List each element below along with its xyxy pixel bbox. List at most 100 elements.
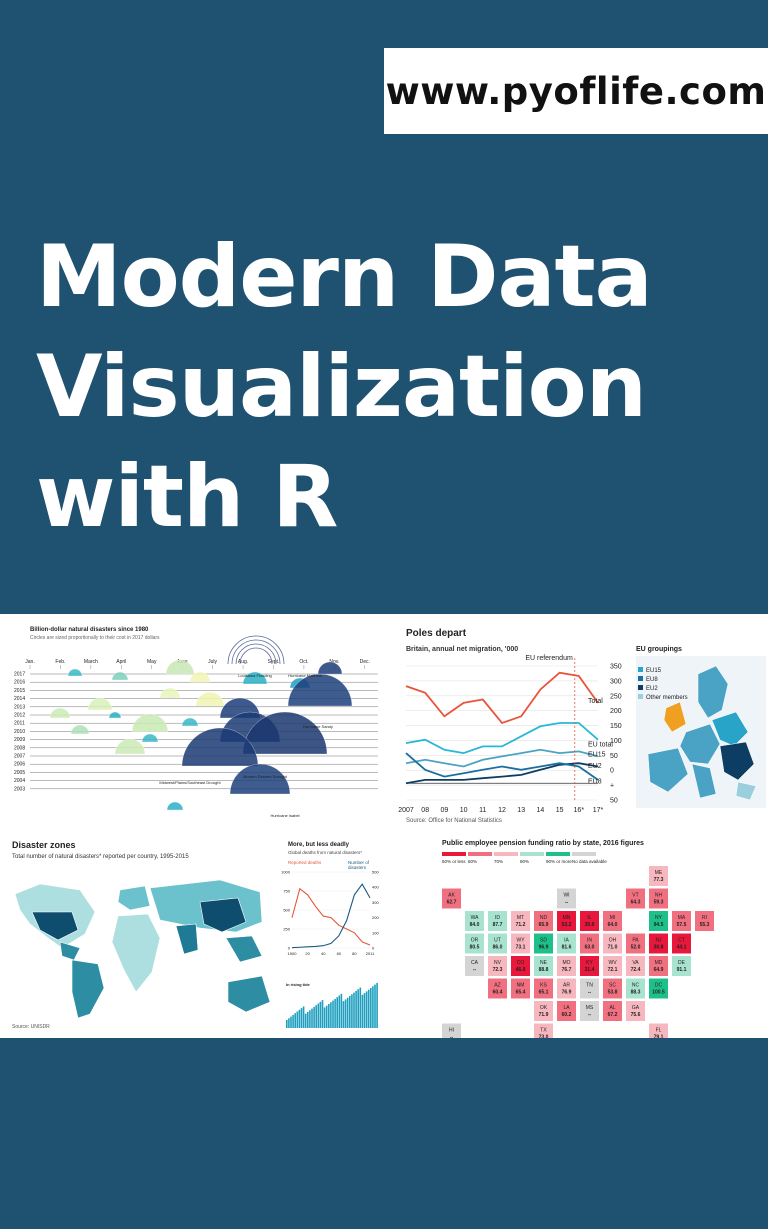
- year-label: 2003: [14, 786, 25, 792]
- state-code: OR: [471, 938, 479, 944]
- year-label: 2013: [14, 704, 25, 710]
- state-value: 96.9: [539, 945, 549, 951]
- rising-tide-title: In rising tide: [286, 982, 310, 987]
- state-code: DC: [655, 983, 663, 989]
- state-tile: [695, 911, 714, 931]
- state-tile: [603, 1001, 622, 1021]
- state-tile: [488, 933, 507, 954]
- disaster-bar: [376, 982, 378, 1028]
- month-label: Oct.: [299, 659, 308, 665]
- x-tick-label: 14: [537, 807, 545, 814]
- state-tile: [649, 866, 668, 886]
- disaster-bar: [304, 1013, 307, 1028]
- country-shape: [59, 941, 81, 961]
- disaster-bar: [321, 1000, 324, 1028]
- y-tick-label: 100: [610, 738, 622, 745]
- disaster-bubble: [242, 711, 328, 755]
- site-url[interactable]: www.pyoflife.com: [385, 69, 767, 113]
- year-label: 2004: [14, 778, 25, 784]
- x-tick-label: 11: [479, 807, 486, 814]
- state-code: CO: [517, 960, 525, 966]
- state-tile: [534, 933, 553, 954]
- event-label: Modern Eastern Drought: [243, 774, 288, 779]
- state-code: SC: [609, 983, 616, 989]
- y-tick-label: 300: [610, 678, 622, 685]
- disaster-bar: [302, 1006, 305, 1028]
- state-tile: [649, 978, 668, 999]
- disaster-bubble: [189, 671, 211, 683]
- year-label: 2010: [14, 729, 25, 735]
- state-tile: [557, 888, 576, 909]
- state-tile: [557, 933, 576, 954]
- state-tile: [626, 956, 645, 976]
- right-tick: 200: [372, 915, 379, 920]
- state-value: 60.4: [493, 990, 503, 996]
- y-tick-label: 200: [610, 708, 622, 715]
- panel-pension: Public employee pension funding ratio by…: [398, 832, 768, 1038]
- legend-swatch: [638, 685, 643, 690]
- disaster-bar: [307, 1012, 309, 1028]
- state-value: 75.6: [631, 1012, 641, 1018]
- disaster-bar: [294, 1013, 296, 1028]
- state-tile: [488, 956, 507, 976]
- disaster-bar: [319, 1001, 322, 1028]
- state-value: --: [450, 1035, 454, 1039]
- disaster-bar: [370, 988, 372, 1028]
- month-label: April: [116, 659, 126, 665]
- state-value: 73.0: [539, 1035, 549, 1039]
- pension-title: Public employee pension funding ratio by…: [442, 840, 644, 847]
- disaster-bar: [328, 1004, 330, 1028]
- country-shape: [175, 923, 199, 955]
- state-value: 79.1: [654, 1035, 664, 1039]
- x-tick: 60: [337, 951, 342, 956]
- x-tick: 1900: [288, 951, 298, 956]
- state-tile: [511, 956, 530, 976]
- state-value: 88.3: [631, 990, 641, 996]
- state-tile: [649, 911, 668, 931]
- disaster-bar: [332, 1000, 334, 1028]
- disaster-bubble: [287, 673, 353, 707]
- legend-label: 80%: [520, 859, 529, 864]
- deadly-title: More, but less deadly: [288, 842, 350, 848]
- state-tile: [580, 1001, 599, 1021]
- series-end-label: EU2: [588, 763, 602, 770]
- state-value: --: [588, 1012, 592, 1018]
- legend-label: No data available: [572, 859, 607, 864]
- state-value: 71.0: [608, 945, 618, 951]
- state-code: ND: [540, 915, 548, 921]
- state-value: --: [588, 990, 592, 996]
- left-tick: 0: [288, 946, 291, 951]
- right-tick: 300: [372, 900, 379, 905]
- disaster-bubble: [111, 671, 129, 681]
- disaster-bar: [359, 987, 362, 1028]
- panel-poles-depart: Poles depart Britain, annual net migrati…: [398, 614, 768, 829]
- state-value: 81.6: [562, 945, 572, 951]
- x-tick: 80: [352, 951, 357, 956]
- state-code: SD: [540, 938, 547, 944]
- state-code: DE: [678, 960, 686, 966]
- country-shape: [31, 911, 79, 941]
- state-code: VT: [632, 893, 638, 899]
- disaster-bubble: [141, 733, 159, 743]
- left-tick: 500: [283, 908, 290, 913]
- disaster-bar: [336, 997, 338, 1028]
- state-value: 80.5: [470, 945, 480, 951]
- state-code: ID: [495, 915, 500, 921]
- disaster-bubble: [108, 711, 122, 719]
- state-code: AR: [563, 983, 570, 989]
- y-tick-label: 50: [610, 753, 618, 760]
- state-code: MT: [517, 915, 524, 921]
- legend-label: 90% or more: [546, 859, 572, 864]
- timeline-subtitle: Circles are sized proportionally to thei…: [30, 635, 160, 641]
- state-code: NV: [494, 960, 502, 966]
- series-end-label: EU total: [588, 741, 613, 748]
- arc-outline: [231, 639, 281, 665]
- cover-title: Modern Data Visualization with R: [36, 222, 756, 552]
- legend-label: EU2: [646, 686, 658, 692]
- state-value: 94.5: [654, 922, 664, 928]
- state-code: NC: [632, 983, 640, 989]
- event-label: Hurricane Sandy: [303, 724, 333, 729]
- state-code: LA: [563, 1005, 570, 1011]
- disaster-bar: [338, 995, 341, 1028]
- year-label: 2017: [14, 672, 25, 678]
